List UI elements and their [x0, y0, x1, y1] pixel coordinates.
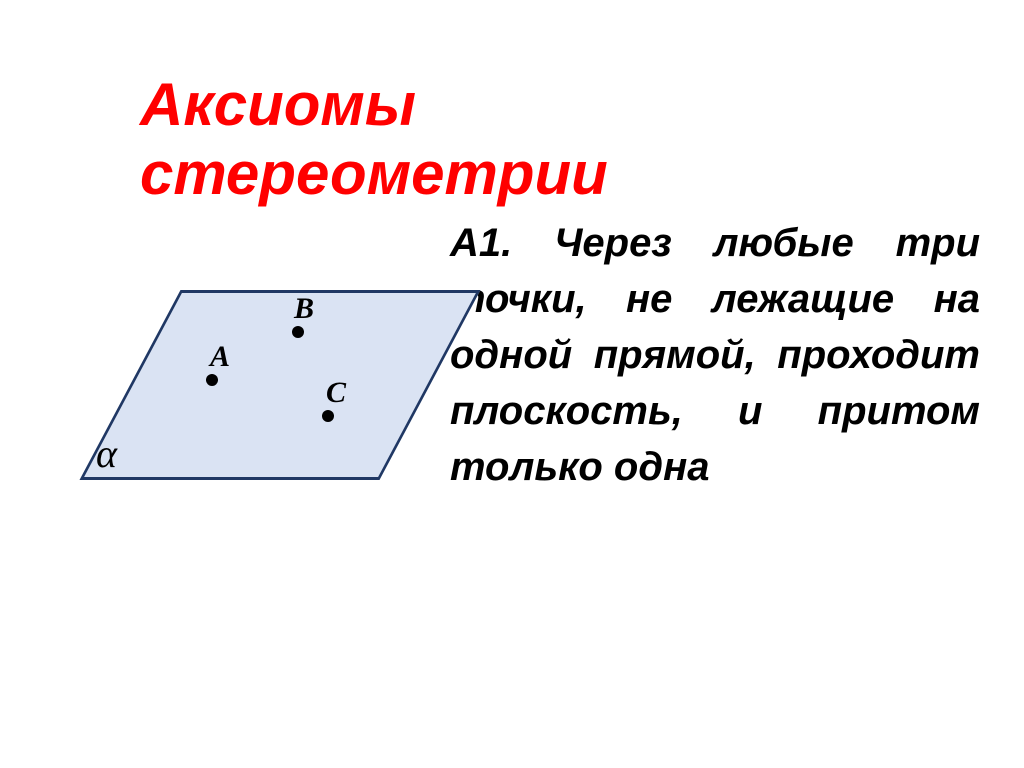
diagram: α A B C [40, 260, 440, 520]
point-c-dot [322, 410, 334, 422]
point-a-label: A [210, 340, 230, 374]
point-a-dot [206, 374, 218, 386]
slide-title: Аксиомы стереометрии [140, 70, 780, 208]
point-c-label: C [326, 376, 346, 410]
point-b-dot [292, 326, 304, 338]
plane-parallelogram [79, 290, 480, 480]
alpha-label: α [96, 430, 117, 477]
axiom-text: А1. Через любые три точки, не лежащие на… [450, 215, 980, 495]
point-b-label: B [294, 292, 314, 326]
